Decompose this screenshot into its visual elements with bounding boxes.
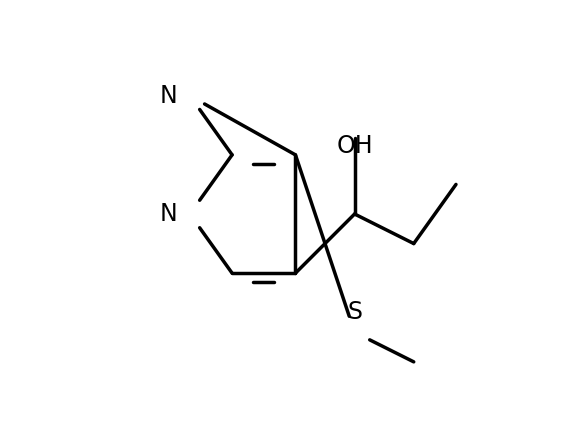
Text: N: N [160,84,177,108]
Text: OH: OH [336,134,373,158]
Text: S: S [347,300,362,324]
Text: N: N [160,202,177,226]
